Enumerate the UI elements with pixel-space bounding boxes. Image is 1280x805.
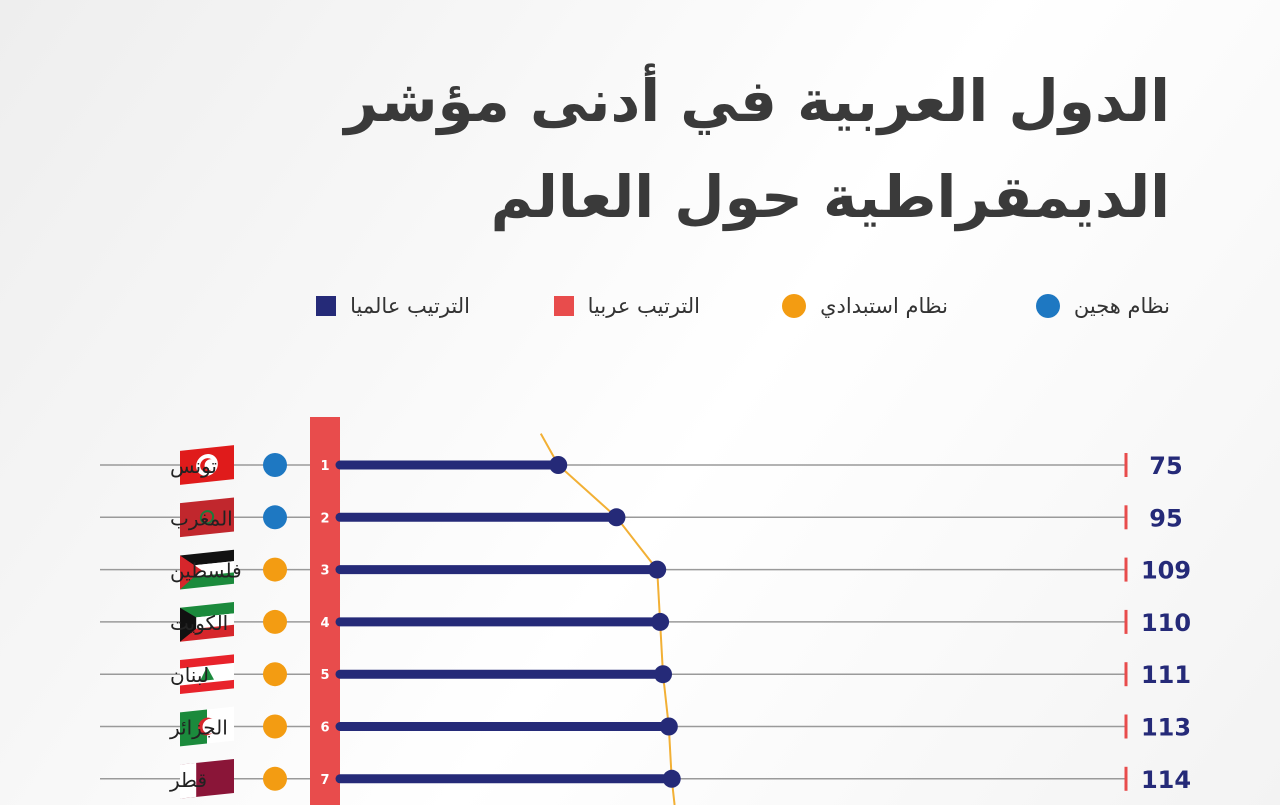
country-label: المغرب [170,506,233,530]
morocco-flag-icon [180,497,234,538]
world-rank-bar-end [549,456,568,474]
world-rank-value: 75 [1149,452,1182,480]
legend-item-world-rank: الترتيب عالميا [316,289,470,323]
arab-rank-label: 2 [320,511,329,526]
world-rank-bar-end [654,665,673,684]
regime-dot [263,453,287,477]
world-rank-value: 95 [1149,504,1182,532]
regime-dot [263,609,287,634]
legend-item-authoritarian: نظام استبدادي [782,289,948,323]
world-rank-bar-end [651,612,670,631]
country-label: الجزائر [169,716,228,740]
arab-rank-label: 5 [320,668,329,683]
regime-dot [263,714,287,739]
world-rank-value: 111 [1141,661,1191,689]
legend-label-arab-rank: الترتيب عربيا [587,294,700,318]
authoritarian-circle-icon [782,294,807,318]
legend-label-hybrid: نظام هجين [1073,294,1170,318]
world-rank-bar-end [659,717,678,736]
legend-label-authoritarian: نظام استبدادي [820,294,948,318]
legend-item-hybrid: نظام هجين [1035,289,1170,323]
arab-rank-label: 7 [320,773,329,788]
legend-label-world-rank: الترتيب عالميا [350,294,470,318]
kuwait-flag-icon [180,602,234,642]
regime-dot [263,766,287,791]
hybrid-circle-icon [1035,294,1060,318]
qatar-flag-icon [180,758,234,799]
country-label: لبنان [170,663,209,687]
chart-title-line-2: الديمقراطية حول العالم [490,163,1170,231]
country-label: تونس [170,454,217,478]
arab-rank-label: 4 [320,616,329,631]
country-label: الكويت [170,611,228,635]
world-rank-square-icon [316,296,337,316]
arab-rank-label: 1 [320,459,329,474]
arab-rank-column [310,417,340,805]
algeria-flag-icon [180,706,234,747]
arab-rank-label: 3 [320,564,329,579]
lebanon-flag-icon [180,654,234,695]
arab-rank-square-icon [553,296,574,316]
legend-item-arab-rank: الترتيب عربيا [553,289,700,323]
regime-dot [263,505,287,530]
regime-dot [263,557,287,582]
arab-rank-label: 6 [320,721,329,736]
country-label: فلسطين [170,559,242,583]
world-rank-value: 109 [1141,557,1191,585]
palestine-flag-icon [180,549,234,590]
country-label: قطر [169,768,207,792]
regime-dot [263,662,287,687]
world-rank-value: 110 [1141,609,1191,637]
chart-title-line-1: الدول العربية في أدنى مؤشر [344,67,1170,135]
world-rank-value: 113 [1141,714,1191,742]
world-rank-bar-end [648,560,667,579]
world-rank-bar-end [607,508,626,527]
world-rank-value: 114 [1141,766,1191,794]
tunisia-flag-icon [180,445,234,485]
world-rank-bar-end [662,769,681,788]
